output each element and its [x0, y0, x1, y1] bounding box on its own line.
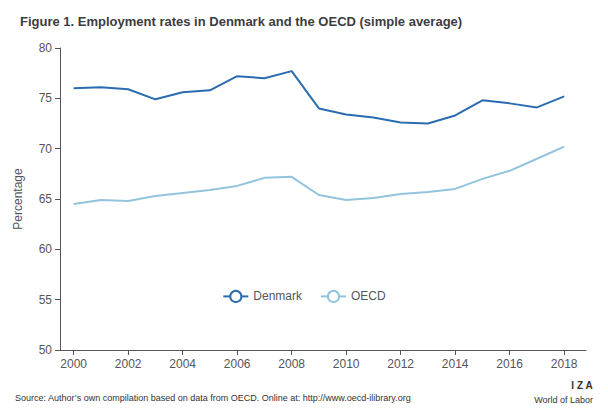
- svg-text:I Z A: I Z A: [571, 380, 592, 391]
- svg-text:2006: 2006: [224, 357, 251, 371]
- svg-text:2004: 2004: [169, 357, 196, 371]
- svg-text:2010: 2010: [333, 357, 360, 371]
- svg-text:65: 65: [39, 192, 53, 206]
- svg-text:50: 50: [39, 343, 53, 357]
- svg-text:OECD: OECD: [351, 289, 386, 303]
- svg-text:2012: 2012: [387, 357, 414, 371]
- svg-text:2008: 2008: [278, 357, 305, 371]
- svg-text:70: 70: [39, 142, 53, 156]
- svg-text:Percentage: Percentage: [11, 168, 25, 230]
- svg-text:2016: 2016: [496, 357, 523, 371]
- svg-text:Source: Author’s own compilati: Source: Author’s own compilation based o…: [15, 393, 411, 403]
- svg-text:75: 75: [39, 91, 53, 105]
- svg-text:2014: 2014: [442, 357, 469, 371]
- svg-text:World of Labor: World of Labor: [534, 395, 593, 405]
- svg-text:2000: 2000: [60, 357, 87, 371]
- svg-text:60: 60: [39, 242, 53, 256]
- svg-text:80: 80: [39, 41, 53, 55]
- svg-text:Figure 1. Employment rates in: Figure 1. Employment rates in Denmark an…: [20, 14, 462, 29]
- svg-text:2018: 2018: [551, 357, 578, 371]
- svg-text:Denmark: Denmark: [253, 289, 303, 303]
- svg-text:2002: 2002: [115, 357, 142, 371]
- svg-text:55: 55: [39, 293, 53, 307]
